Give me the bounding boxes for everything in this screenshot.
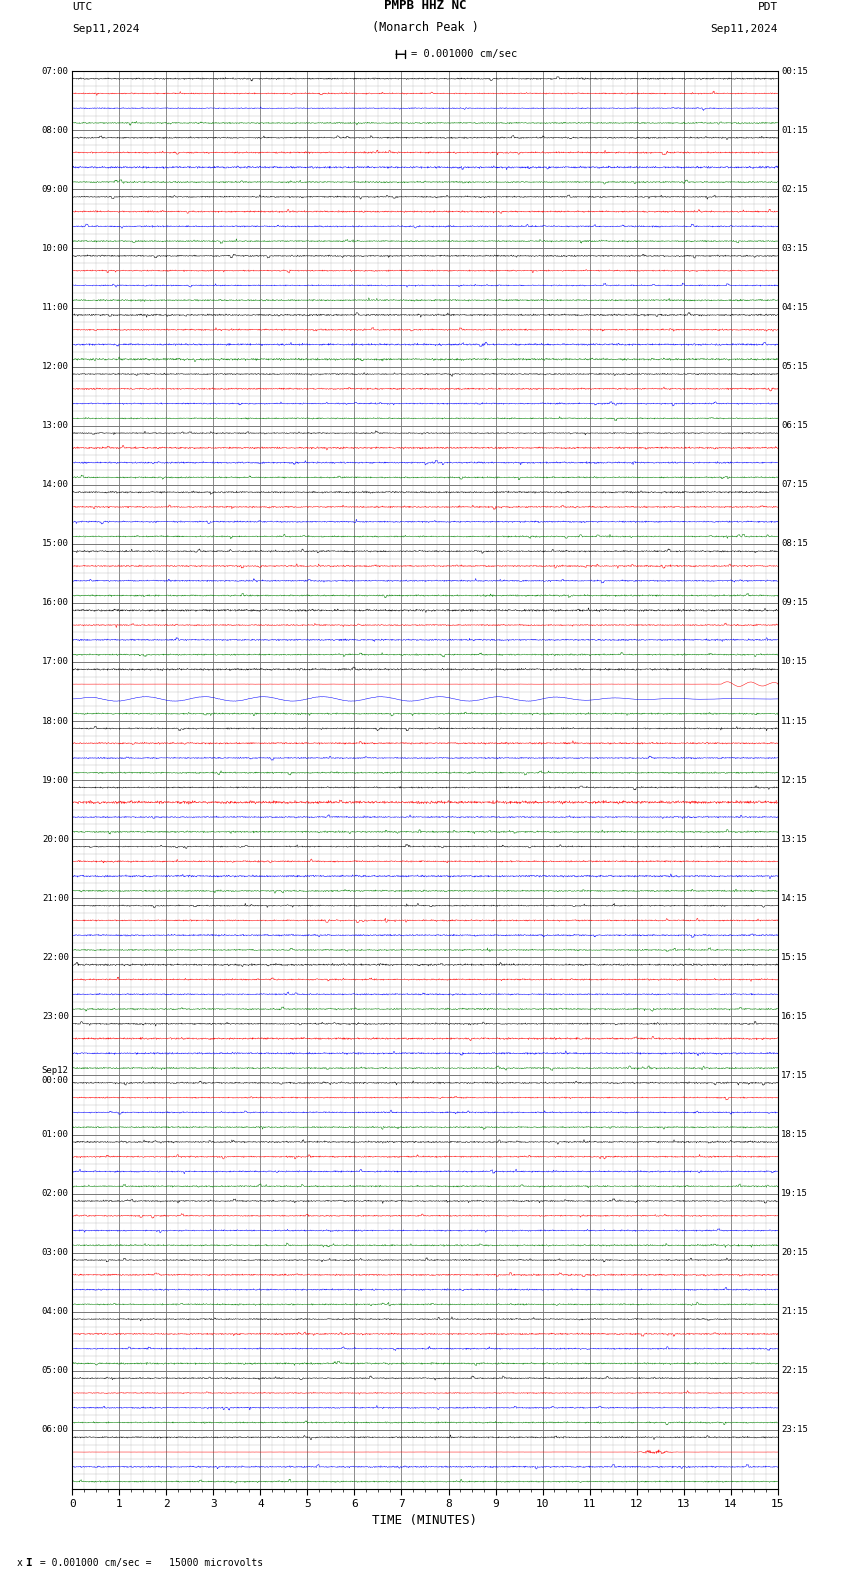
Text: 21:15: 21:15 — [781, 1307, 808, 1316]
Text: 10:15: 10:15 — [781, 657, 808, 667]
Text: 08:00: 08:00 — [42, 125, 69, 135]
Text: Sep12
00:00: Sep12 00:00 — [42, 1066, 69, 1085]
Text: 07:15: 07:15 — [781, 480, 808, 489]
Text: 22:00: 22:00 — [42, 954, 69, 961]
Text: 19:00: 19:00 — [42, 776, 69, 784]
Text: 12:00: 12:00 — [42, 363, 69, 371]
Text: 18:00: 18:00 — [42, 716, 69, 725]
Text: I: I — [26, 1559, 32, 1568]
Text: Sep11,2024: Sep11,2024 — [711, 24, 778, 35]
Text: 12:15: 12:15 — [781, 776, 808, 784]
Text: 11:15: 11:15 — [781, 716, 808, 725]
Text: 02:15: 02:15 — [781, 185, 808, 193]
Text: 00:15: 00:15 — [781, 67, 808, 76]
Text: 07:00: 07:00 — [42, 67, 69, 76]
Text: 20:15: 20:15 — [781, 1248, 808, 1258]
Text: 23:00: 23:00 — [42, 1012, 69, 1022]
Text: 04:00: 04:00 — [42, 1307, 69, 1316]
Text: 10:00: 10:00 — [42, 244, 69, 253]
Text: 06:15: 06:15 — [781, 421, 808, 431]
Text: 16:00: 16:00 — [42, 599, 69, 607]
Text: 05:00: 05:00 — [42, 1367, 69, 1375]
Text: 14:15: 14:15 — [781, 893, 808, 903]
Text: 15:00: 15:00 — [42, 539, 69, 548]
Text: 19:15: 19:15 — [781, 1190, 808, 1198]
Text: 01:15: 01:15 — [781, 125, 808, 135]
Text: 23:15: 23:15 — [781, 1426, 808, 1435]
Text: 21:00: 21:00 — [42, 893, 69, 903]
Text: PMPB HHZ NC: PMPB HHZ NC — [383, 0, 467, 11]
Text: 06:00: 06:00 — [42, 1426, 69, 1435]
Text: 15:15: 15:15 — [781, 954, 808, 961]
Text: 03:15: 03:15 — [781, 244, 808, 253]
Text: PDT: PDT — [757, 2, 778, 11]
Text: 11:00: 11:00 — [42, 303, 69, 312]
X-axis label: TIME (MINUTES): TIME (MINUTES) — [372, 1514, 478, 1527]
Text: 09:15: 09:15 — [781, 599, 808, 607]
Text: 13:00: 13:00 — [42, 421, 69, 431]
Text: 05:15: 05:15 — [781, 363, 808, 371]
Text: x: x — [17, 1559, 23, 1568]
Text: 04:15: 04:15 — [781, 303, 808, 312]
Text: 01:00: 01:00 — [42, 1129, 69, 1139]
Text: 09:00: 09:00 — [42, 185, 69, 193]
Text: 16:15: 16:15 — [781, 1012, 808, 1022]
Text: 03:00: 03:00 — [42, 1248, 69, 1258]
Text: = 0.001000 cm/sec: = 0.001000 cm/sec — [411, 49, 517, 59]
Text: 22:15: 22:15 — [781, 1367, 808, 1375]
Text: 17:00: 17:00 — [42, 657, 69, 667]
Text: 20:00: 20:00 — [42, 835, 69, 844]
Text: 13:15: 13:15 — [781, 835, 808, 844]
Text: (Monarch Peak ): (Monarch Peak ) — [371, 22, 479, 35]
Text: 18:15: 18:15 — [781, 1129, 808, 1139]
Text: Sep11,2024: Sep11,2024 — [72, 24, 139, 35]
Text: = 0.001000 cm/sec =   15000 microvolts: = 0.001000 cm/sec = 15000 microvolts — [34, 1559, 264, 1568]
Text: 08:15: 08:15 — [781, 539, 808, 548]
Text: 14:00: 14:00 — [42, 480, 69, 489]
Text: 17:15: 17:15 — [781, 1071, 808, 1080]
Text: UTC: UTC — [72, 2, 93, 11]
Text: 02:00: 02:00 — [42, 1190, 69, 1198]
